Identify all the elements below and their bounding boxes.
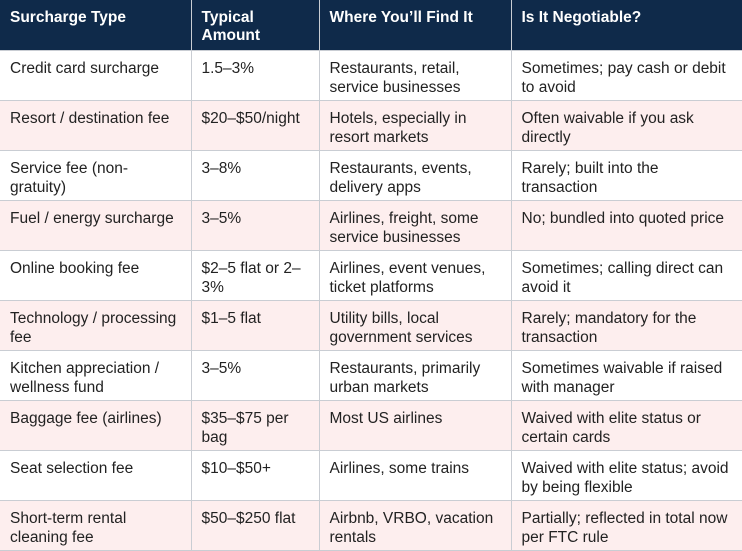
cell-typical-amount: 3–8% [190,150,320,201]
cell-negotiable: No; bundled into quoted price [510,200,742,251]
cell-surcharge-type: Short-term rental cleaning fee [0,500,192,551]
cell-typical-amount: 3–5% [190,350,320,401]
cell-negotiable: Partially; reflected in total now per FT… [510,500,742,551]
cell-surcharge-type: Technology / processing fee [0,300,192,351]
cell-where-found: Restaurants, events, delivery apps [318,150,512,201]
cell-surcharge-type: Kitchen appreciation / wellness fund [0,350,192,401]
column-header-surcharge-type: Surcharge Type [0,0,192,51]
table-row: Baggage fee (airlines) $35–$75 per bag M… [0,400,742,451]
cell-negotiable: Often waivable if you ask directly [510,100,742,151]
table-row: Fuel / energy surcharge 3–5% Airlines, f… [0,200,742,251]
cell-typical-amount: $50–$250 flat [190,500,320,551]
cell-surcharge-type: Online booking fee [0,250,192,301]
table-row: Service fee (non-gratuity) 3–8% Restaura… [0,150,742,201]
cell-where-found: Airlines, event venues, ticket platforms [318,250,512,301]
cell-where-found: Airlines, freight, some service business… [318,200,512,251]
cell-where-found: Restaurants, primarily urban markets [318,350,512,401]
cell-where-found: Utility bills, local government services [318,300,512,351]
table-row: Short-term rental cleaning fee $50–$250 … [0,500,742,551]
cell-negotiable: Waived with elite status or certain card… [510,400,742,451]
table-row: Kitchen appreciation / wellness fund 3–5… [0,350,742,401]
cell-surcharge-type: Fuel / energy surcharge [0,200,192,251]
cell-typical-amount: $35–$75 per bag [190,400,320,451]
cell-surcharge-type: Resort / destination fee [0,100,192,151]
cell-typical-amount: $2–5 flat or 2–3% [190,250,320,301]
cell-typical-amount: 1.5–3% [190,50,320,101]
cell-surcharge-type: Service fee (non-gratuity) [0,150,192,201]
cell-where-found: Airbnb, VRBO, vacation rentals [318,500,512,551]
cell-negotiable: Sometimes; pay cash or debit to avoid [510,50,742,101]
cell-typical-amount: $10–$50+ [190,450,320,501]
cell-typical-amount: 3–5% [190,200,320,251]
table-row: Online booking fee $2–5 flat or 2–3% Air… [0,250,742,301]
column-header-typical-amount: Typical Amount [190,0,320,51]
cell-typical-amount: $20–$50/night [190,100,320,151]
table-row: Credit card surcharge 1.5–3% Restaurants… [0,50,742,101]
cell-negotiable: Waived with elite status; avoid by being… [510,450,742,501]
table-row: Seat selection fee $10–$50+ Airlines, so… [0,450,742,501]
cell-where-found: Hotels, especially in resort markets [318,100,512,151]
cell-where-found: Restaurants, retail, service businesses [318,50,512,101]
cell-negotiable: Rarely; mandatory for the transaction [510,300,742,351]
cell-surcharge-type: Credit card surcharge [0,50,192,101]
table-row: Technology / processing fee $1–5 flat Ut… [0,300,742,351]
table-row: Resort / destination fee $20–$50/night H… [0,100,742,151]
cell-where-found: Airlines, some trains [318,450,512,501]
cell-typical-amount: $1–5 flat [190,300,320,351]
header-row: Surcharge Type Typical Amount Where You’… [0,0,742,51]
cell-where-found: Most US airlines [318,400,512,451]
cell-negotiable: Sometimes waivable if raised with manage… [510,350,742,401]
cell-surcharge-type: Seat selection fee [0,450,192,501]
cell-negotiable: Rarely; built into the transaction [510,150,742,201]
column-header-where-found: Where You’ll Find It [318,0,512,51]
cell-surcharge-type: Baggage fee (airlines) [0,400,192,451]
column-header-negotiable: Is It Negotiable? [510,0,742,51]
cell-negotiable: Sometimes; calling direct can avoid it [510,250,742,301]
